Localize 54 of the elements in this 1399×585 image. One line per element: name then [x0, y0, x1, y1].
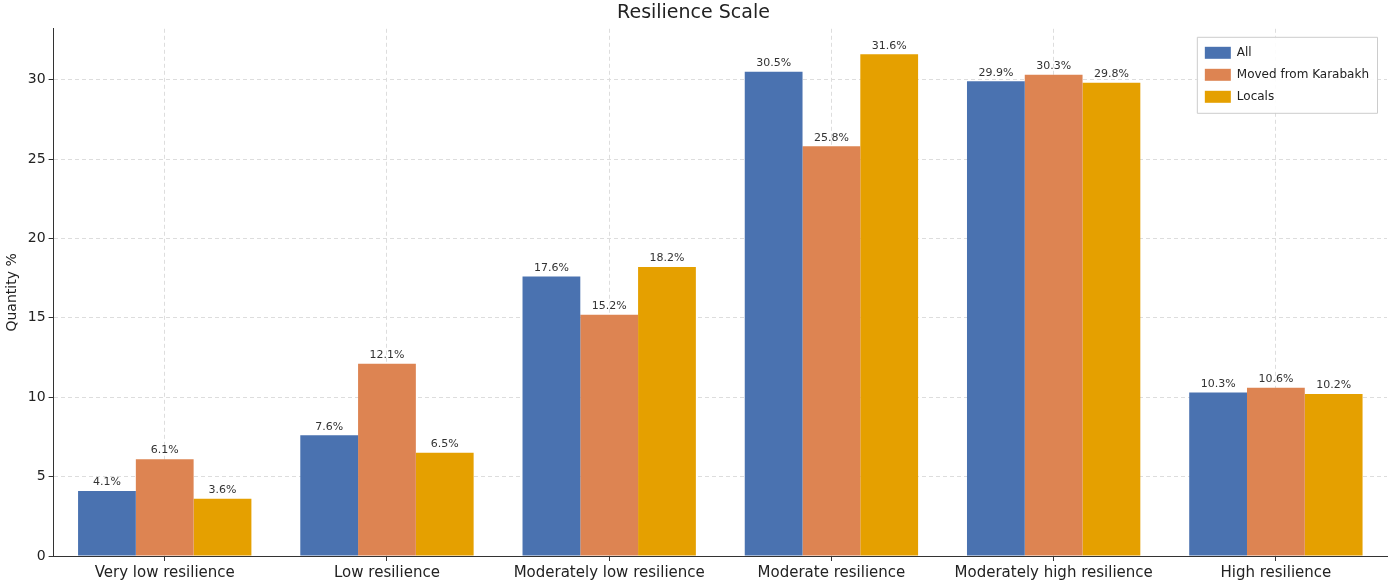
data-label: 29.9% [978, 65, 1014, 79]
data-label: 10.3% [1200, 376, 1236, 390]
x-tick-label: Very low resilience [94, 562, 235, 581]
data-label: 10.2% [1316, 378, 1352, 392]
bar [580, 314, 639, 556]
y-tick-label: 15 [27, 308, 46, 325]
bar [415, 452, 474, 556]
data-label: 18.2% [649, 251, 685, 265]
x-tick-label: Moderately high resilience [954, 562, 1153, 581]
data-label: 25.8% [813, 130, 849, 144]
bar [300, 435, 359, 556]
bar [638, 266, 696, 556]
bar [966, 81, 1025, 556]
bar [1024, 74, 1083, 556]
x-tick-label: Moderately low resilience [513, 562, 705, 581]
y-tick-label: 30 [27, 70, 46, 87]
bar [193, 498, 252, 556]
data-label: 4.1% [92, 475, 121, 489]
x-tick-label: Moderate resilience [757, 562, 906, 581]
data-label: 29.8% [1093, 67, 1129, 81]
bar [522, 276, 581, 556]
data-label: 12.1% [369, 348, 405, 362]
y-axis-title: Quantity % [3, 253, 20, 332]
chart-title: Resilience Scale [617, 0, 770, 23]
y-tick-label: 20 [27, 229, 46, 246]
x-tick-label: Low resilience [334, 562, 440, 581]
data-label: 7.6% [315, 419, 344, 433]
data-label: 10.6% [1258, 372, 1294, 386]
data-label: 30.5% [756, 56, 792, 70]
data-label: 3.6% [208, 483, 237, 497]
bar [802, 146, 861, 556]
y-tick-label: 0 [36, 546, 46, 563]
legend-label: All [1236, 44, 1252, 59]
data-label: 6.1% [150, 443, 179, 457]
bar [78, 490, 136, 556]
bar [1304, 394, 1363, 556]
bar [744, 71, 803, 556]
bar [358, 363, 416, 556]
bar [1189, 392, 1247, 556]
data-label: 17.6% [533, 260, 569, 274]
x-tick-label: High resilience [1220, 562, 1332, 581]
y-tick-label: 5 [36, 467, 46, 484]
legend-label: Moved from Karabakh [1236, 66, 1370, 81]
legend-label: Locals [1236, 88, 1275, 103]
data-label: 15.2% [591, 298, 627, 312]
data-label: 6.5% [430, 437, 459, 451]
bar [860, 54, 919, 556]
y-tick-label: 10 [27, 387, 46, 404]
data-label: 31.6% [871, 38, 907, 52]
data-label: 30.3% [1036, 59, 1072, 73]
bar [135, 459, 194, 556]
bar [1082, 82, 1141, 556]
bar [1246, 387, 1305, 556]
y-tick-label: 25 [27, 149, 46, 166]
